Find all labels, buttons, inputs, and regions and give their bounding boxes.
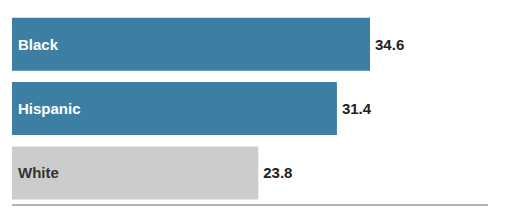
svg-text:Black: Black (18, 36, 59, 53)
svg-text:31.4: 31.4 (342, 100, 372, 117)
svg-text:34.6: 34.6 (375, 36, 404, 53)
svg-text:White: White (18, 164, 59, 181)
svg-text:23.8: 23.8 (263, 164, 292, 181)
svg-text:Hispanic: Hispanic (18, 100, 81, 117)
